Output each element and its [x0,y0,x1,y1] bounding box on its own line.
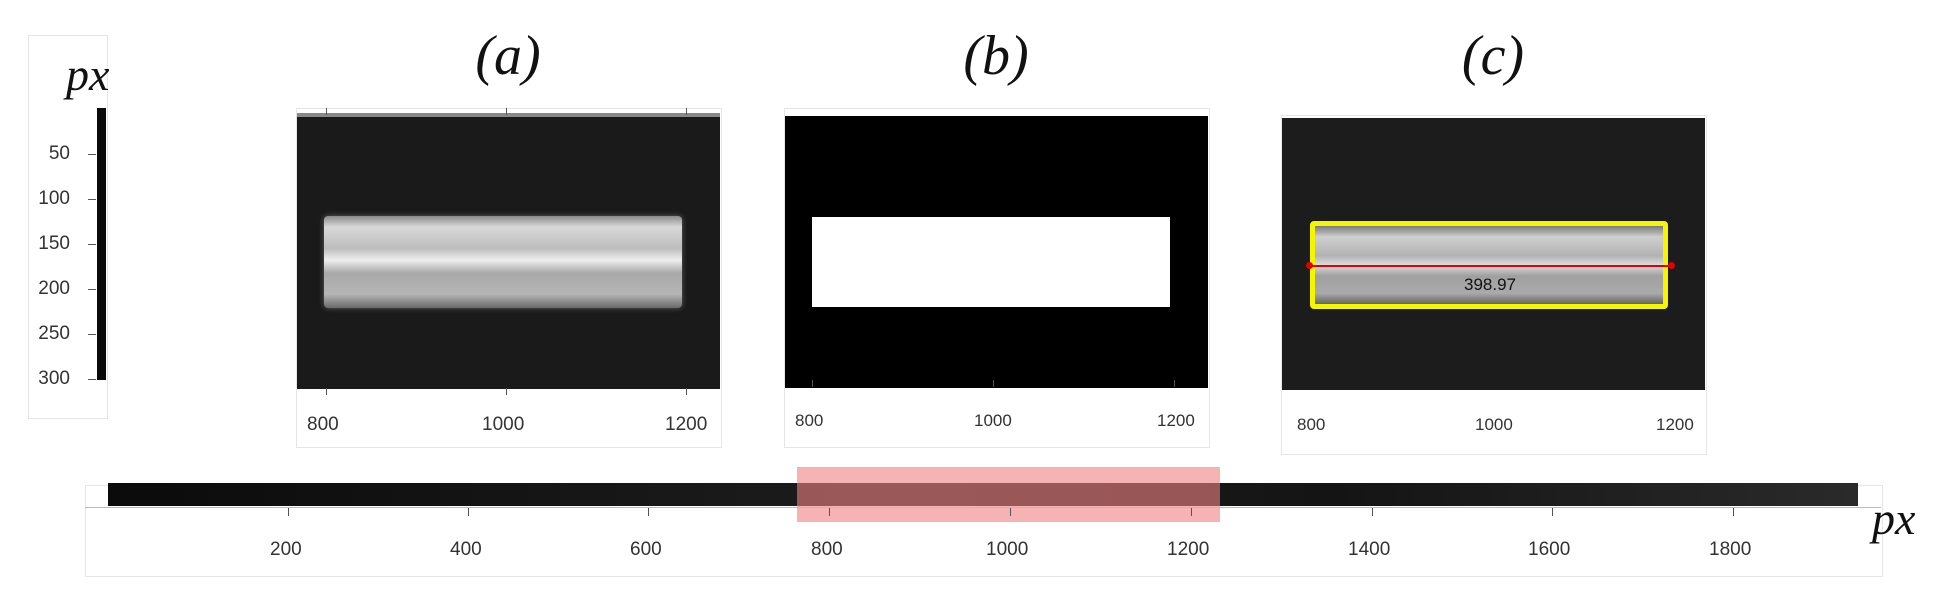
x-tick [686,108,687,115]
x-tick-label: 800 [811,539,843,560]
x-tick [468,508,469,516]
x-tick [1174,380,1175,387]
y-tick [88,154,96,155]
x-tick [1552,508,1553,516]
x-tick [326,388,327,395]
x-tick [506,388,507,395]
x-tick [506,108,507,115]
y-tick-label: 50 [48,143,70,164]
x-tick [812,380,813,387]
panel-c-title: (c) [1461,25,1525,87]
panel-a-image [297,113,720,389]
y-tick-label: 200 [38,278,70,299]
x-tick [829,508,830,516]
measure-end-point [1668,262,1675,269]
y-tick [88,334,96,335]
x-tick [1372,508,1373,516]
panel-b-tick-label: 800 [795,411,824,430]
panel-b-title: (b) [963,25,1029,87]
measure-line [1309,265,1672,267]
x-tick [648,508,649,516]
x-tick [1191,508,1192,516]
x-tick-label: 200 [270,539,302,560]
x-scale-axis [85,507,1881,508]
x-tick-label: 400 [450,539,482,560]
y-tick-label: 250 [38,323,70,344]
y-unit-label: px [66,49,110,100]
x-tick-label: 600 [630,539,662,560]
panel-c-tick-label: 800 [1297,415,1326,434]
panel-b-tick-label: 1200 [1157,411,1195,430]
x-tick-label: 1200 [1167,539,1210,560]
highlight-region [797,467,1220,522]
x-tick [288,508,289,516]
x-unit-label: px [1872,493,1916,544]
y-scale-frame [28,35,108,419]
y-scale-strip [97,108,106,380]
x-tick-label: 1000 [986,539,1029,560]
panel-a-title: (a) [475,25,541,87]
y-tick [88,244,96,245]
x-tick [1010,508,1011,516]
panel-b-mask [785,116,1208,388]
y-tick-label: 100 [38,188,70,209]
measure-end-point [1306,262,1313,269]
x-tick-label: 1800 [1709,539,1752,560]
panel-c-tick-label: 1000 [1475,415,1513,434]
x-tick [686,388,687,395]
panel-a-tick-label: 1000 [482,414,525,435]
panel-b-tick-label: 1000 [974,411,1012,430]
binary-mask-region [812,217,1170,307]
panel-a-tick-label: 800 [307,414,339,435]
y-tick [88,199,96,200]
x-tick [993,380,994,387]
panel-c-image: 398.97 [1282,118,1705,390]
x-tick-label: 1600 [1528,539,1571,560]
x-tick-label: 1400 [1348,539,1391,560]
y-tick-label: 150 [38,233,70,254]
y-tick-label: 300 [38,368,70,389]
x-tick [1733,508,1734,516]
y-tick [88,289,96,290]
panel-a-tick-label: 1200 [665,414,708,435]
panel-c-tick-label: 1200 [1656,415,1694,434]
measurement-value: 398.97 [1464,275,1516,294]
x-tick [326,108,327,115]
y-tick [88,379,96,380]
battery-cell-grayscale [324,216,682,308]
